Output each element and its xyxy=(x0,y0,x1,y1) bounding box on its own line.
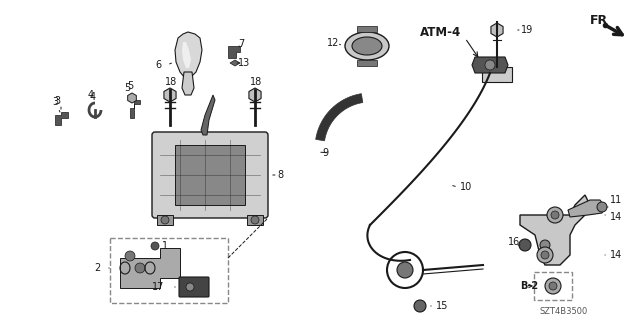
Circle shape xyxy=(251,216,259,224)
Text: 19: 19 xyxy=(521,25,533,35)
Polygon shape xyxy=(228,46,240,58)
Circle shape xyxy=(161,216,169,224)
Text: 3: 3 xyxy=(54,96,60,106)
Text: 9: 9 xyxy=(322,148,328,158)
Circle shape xyxy=(151,242,159,250)
Text: 2: 2 xyxy=(94,263,100,273)
Text: 7: 7 xyxy=(238,39,244,49)
Text: 6: 6 xyxy=(155,60,161,70)
FancyBboxPatch shape xyxy=(152,132,268,218)
Circle shape xyxy=(547,207,563,223)
Polygon shape xyxy=(316,94,363,141)
Text: 16: 16 xyxy=(508,237,520,247)
Circle shape xyxy=(549,282,557,290)
Polygon shape xyxy=(201,95,215,135)
Polygon shape xyxy=(130,100,140,118)
Circle shape xyxy=(541,251,549,259)
Text: 18: 18 xyxy=(250,77,262,87)
Text: 4: 4 xyxy=(90,92,96,102)
Text: 12: 12 xyxy=(327,38,339,48)
Polygon shape xyxy=(157,215,173,225)
Circle shape xyxy=(540,240,550,250)
Ellipse shape xyxy=(345,32,389,60)
Text: 1: 1 xyxy=(162,241,168,251)
Polygon shape xyxy=(568,200,605,217)
Text: SZT4B3500: SZT4B3500 xyxy=(540,308,588,316)
Circle shape xyxy=(545,278,561,294)
Circle shape xyxy=(551,211,559,219)
Polygon shape xyxy=(357,60,377,66)
Bar xyxy=(175,145,245,205)
Text: B-2: B-2 xyxy=(520,281,538,291)
Polygon shape xyxy=(182,42,191,68)
Polygon shape xyxy=(520,195,590,265)
Polygon shape xyxy=(357,26,377,32)
Polygon shape xyxy=(472,57,508,73)
Circle shape xyxy=(537,247,553,263)
Text: 8: 8 xyxy=(277,170,283,180)
Polygon shape xyxy=(247,215,263,225)
FancyBboxPatch shape xyxy=(179,277,209,297)
Circle shape xyxy=(125,251,135,261)
Text: 4: 4 xyxy=(88,90,94,100)
Text: 5: 5 xyxy=(124,83,131,93)
Polygon shape xyxy=(482,67,512,82)
Polygon shape xyxy=(230,60,240,66)
Text: 14: 14 xyxy=(610,250,622,260)
Text: 11: 11 xyxy=(610,195,622,205)
Bar xyxy=(110,238,228,303)
Text: ATM-4: ATM-4 xyxy=(420,26,461,40)
Text: 17: 17 xyxy=(152,282,164,292)
Circle shape xyxy=(550,210,560,220)
Text: 10: 10 xyxy=(460,182,472,192)
Polygon shape xyxy=(55,112,68,125)
Circle shape xyxy=(414,300,426,312)
Polygon shape xyxy=(120,248,180,288)
Circle shape xyxy=(397,262,413,278)
Text: 14: 14 xyxy=(610,212,622,222)
Circle shape xyxy=(186,283,194,291)
Circle shape xyxy=(485,60,495,70)
Text: 18: 18 xyxy=(165,77,177,87)
Polygon shape xyxy=(182,72,194,95)
Polygon shape xyxy=(175,32,202,78)
Circle shape xyxy=(135,263,145,273)
Text: 5: 5 xyxy=(127,81,133,91)
Bar xyxy=(534,272,572,300)
Text: 3: 3 xyxy=(52,97,58,107)
Ellipse shape xyxy=(352,37,382,55)
Text: FR: FR xyxy=(590,13,608,26)
Text: 15: 15 xyxy=(436,301,449,311)
Circle shape xyxy=(597,202,607,212)
Circle shape xyxy=(519,239,531,251)
Text: 13: 13 xyxy=(238,58,250,68)
